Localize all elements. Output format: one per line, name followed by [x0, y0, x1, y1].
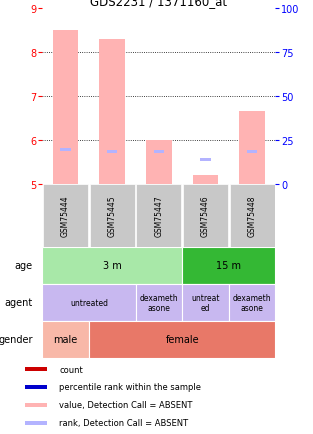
Text: GSM75444: GSM75444 [61, 195, 70, 237]
Bar [100, 39, 125, 184]
Text: agent: agent [5, 298, 33, 308]
Text: female: female [165, 335, 199, 345]
Text: 3 m: 3 m [103, 261, 121, 271]
Bar [53, 31, 78, 184]
Bar [90, 184, 135, 247]
Text: GSM75446: GSM75446 [201, 195, 210, 237]
Bar [183, 184, 228, 247]
Text: GSM75448: GSM75448 [248, 195, 257, 237]
Text: count: count [59, 365, 83, 374]
Bar [154, 151, 164, 154]
Bar [43, 184, 88, 247]
Text: dexameth
asone: dexameth asone [140, 293, 178, 312]
Bar [25, 403, 47, 407]
Bar [182, 284, 229, 321]
Bar [229, 284, 275, 321]
Text: percentile rank within the sample: percentile rank within the sample [59, 383, 202, 391]
Bar [230, 184, 275, 247]
Text: GSM75447: GSM75447 [154, 195, 163, 237]
Bar [200, 159, 211, 161]
Bar [25, 421, 47, 425]
Bar [25, 385, 47, 389]
Bar [25, 367, 47, 372]
Text: gender: gender [0, 335, 33, 345]
Bar [42, 321, 89, 358]
Bar [89, 321, 275, 358]
Bar [42, 247, 182, 284]
Bar [42, 284, 136, 321]
Bar [136, 184, 181, 247]
Bar [146, 141, 172, 184]
Text: dexameth
asone: dexameth asone [233, 293, 271, 312]
Text: rank, Detection Call = ABSENT: rank, Detection Call = ABSENT [59, 418, 189, 427]
Text: 15 m: 15 m [216, 261, 241, 271]
Text: untreat
ed: untreat ed [191, 293, 220, 312]
Bar [247, 151, 257, 154]
Bar [182, 247, 275, 284]
Text: value, Detection Call = ABSENT: value, Detection Call = ABSENT [59, 401, 193, 409]
Text: GSM75445: GSM75445 [108, 195, 117, 237]
Bar [193, 176, 218, 184]
Text: age: age [15, 261, 33, 271]
Text: male: male [54, 335, 78, 345]
Text: untreated: untreated [70, 298, 108, 307]
Bar [239, 112, 265, 184]
Title: GDS2231 / 1371160_at: GDS2231 / 1371160_at [90, 0, 228, 7]
Bar [107, 151, 117, 154]
Bar [60, 149, 71, 151]
Bar [136, 284, 182, 321]
